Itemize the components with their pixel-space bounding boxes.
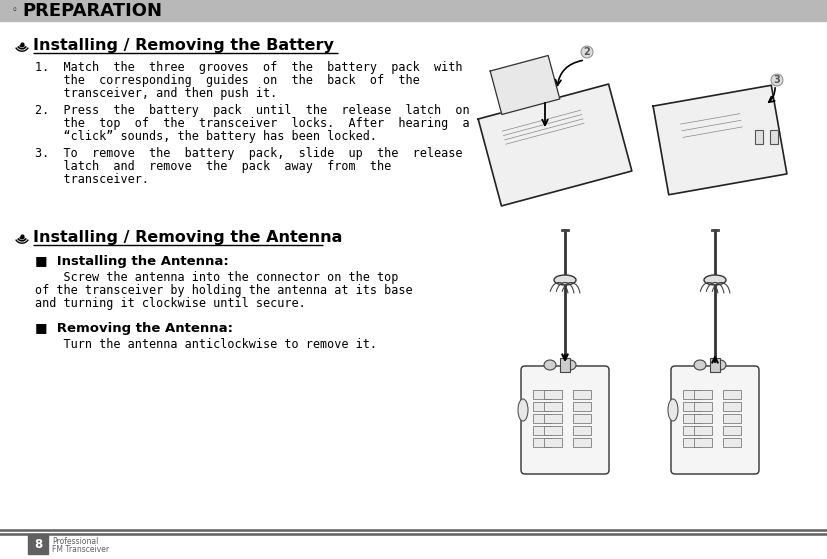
Ellipse shape <box>564 360 576 370</box>
Bar <box>683 426 701 435</box>
Bar <box>683 390 701 399</box>
Bar <box>694 426 712 435</box>
Bar <box>533 414 551 423</box>
Bar <box>723 390 741 399</box>
Text: the  top  of  the  transceiver  locks.  After  hearing  a: the top of the transceiver locks. After … <box>35 117 470 130</box>
Bar <box>723 426 741 435</box>
Bar <box>544 390 562 399</box>
Bar <box>573 402 591 411</box>
Text: PREPARATION: PREPARATION <box>22 2 162 20</box>
Text: 8: 8 <box>34 538 42 551</box>
Text: 3: 3 <box>773 75 781 85</box>
Text: 1: 1 <box>538 85 544 95</box>
Bar <box>0 0 827 21</box>
Text: 1.  Match  the  three  grooves  of  the  battery  pack  with: 1. Match the three grooves of the batter… <box>35 61 462 74</box>
Bar <box>533 426 551 435</box>
Bar <box>573 426 591 435</box>
Polygon shape <box>490 55 560 115</box>
Bar <box>694 402 712 411</box>
Bar <box>723 414 741 423</box>
Text: Turn the antenna anticlockwise to remove it.: Turn the antenna anticlockwise to remove… <box>35 338 377 351</box>
Bar <box>573 390 591 399</box>
Bar <box>770 130 778 144</box>
Bar <box>533 402 551 411</box>
Bar <box>573 414 591 423</box>
Text: Screw the antenna into the connector on the top: Screw the antenna into the connector on … <box>35 271 399 284</box>
Text: “click” sounds, the battery has been locked.: “click” sounds, the battery has been loc… <box>35 130 377 143</box>
Bar <box>544 438 562 447</box>
Text: transceiver, and then push it.: transceiver, and then push it. <box>35 87 277 100</box>
Bar <box>533 438 551 447</box>
Bar <box>694 390 712 399</box>
Text: 2: 2 <box>584 47 590 57</box>
Ellipse shape <box>694 360 706 370</box>
Text: FM Transceiver: FM Transceiver <box>52 545 109 554</box>
Bar <box>723 438 741 447</box>
Text: Installing / Removing the Antenna: Installing / Removing the Antenna <box>33 230 342 245</box>
Bar <box>723 402 741 411</box>
Text: the  corresponding  guides  on  the  back  of  the: the corresponding guides on the back of … <box>35 74 420 87</box>
Polygon shape <box>653 86 787 195</box>
FancyBboxPatch shape <box>671 366 759 474</box>
Text: ◦: ◦ <box>11 6 17 16</box>
Bar <box>710 358 720 372</box>
Text: and turning it clockwise until secure.: and turning it clockwise until secure. <box>35 297 306 310</box>
Ellipse shape <box>714 360 726 370</box>
Ellipse shape <box>554 275 576 285</box>
Bar <box>683 402 701 411</box>
Ellipse shape <box>668 399 678 421</box>
Bar <box>755 130 763 144</box>
Bar <box>560 358 570 372</box>
Bar <box>544 426 562 435</box>
Text: ■  Removing the Antenna:: ■ Removing the Antenna: <box>35 322 233 335</box>
Bar <box>694 414 712 423</box>
Text: of the transceiver by holding the antenna at its base: of the transceiver by holding the antenn… <box>35 284 413 297</box>
FancyBboxPatch shape <box>521 366 609 474</box>
Ellipse shape <box>544 360 556 370</box>
Bar <box>683 438 701 447</box>
Text: ■  Installing the Antenna:: ■ Installing the Antenna: <box>35 255 229 268</box>
Ellipse shape <box>518 399 528 421</box>
Text: Professional: Professional <box>52 537 98 546</box>
Bar <box>533 390 551 399</box>
Text: latch  and  remove  the  pack  away  from  the: latch and remove the pack away from the <box>35 160 391 173</box>
Polygon shape <box>478 84 632 206</box>
Bar <box>28 534 48 554</box>
Text: 3.  To  remove  the  battery  pack,  slide  up  the  release: 3. To remove the battery pack, slide up … <box>35 147 462 160</box>
Text: Installing / Removing the Battery: Installing / Removing the Battery <box>33 38 334 53</box>
Bar <box>694 438 712 447</box>
Bar <box>573 438 591 447</box>
Bar <box>683 414 701 423</box>
Bar <box>544 402 562 411</box>
Ellipse shape <box>704 275 726 285</box>
Bar <box>544 414 562 423</box>
Text: transceiver.: transceiver. <box>35 173 149 186</box>
Text: 2.  Press  the  battery  pack  until  the  release  latch  on: 2. Press the battery pack until the rele… <box>35 104 470 117</box>
